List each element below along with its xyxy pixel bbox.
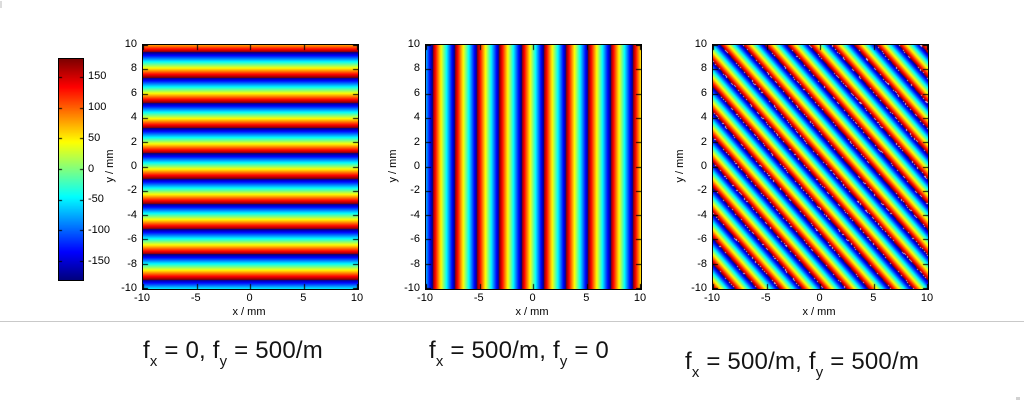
separator-line xyxy=(0,321,1024,322)
heatmap-fx500-fy500 xyxy=(712,44,929,290)
x-tick-label: 0 xyxy=(529,292,536,304)
y-tick-label: 4 xyxy=(130,111,137,124)
y-tick-label: 8 xyxy=(700,62,707,75)
caption-plot2: fx = 500/m, fy = 0 xyxy=(429,337,609,370)
heatmap-fx500-fy0 xyxy=(425,44,642,290)
y-tick-label: 6 xyxy=(700,86,707,99)
caption-text: = 500/m xyxy=(227,337,323,364)
y-tick-label: 0 xyxy=(130,160,137,172)
x-axis-label: x / mm xyxy=(802,306,836,318)
caption-text: f xyxy=(429,337,436,364)
y-tick-label: -10 xyxy=(404,282,420,294)
colorbar xyxy=(58,58,84,281)
caption-subscript: y xyxy=(219,353,228,370)
caption-text: = 500/m xyxy=(823,348,920,375)
y-tick-label: -8 xyxy=(410,257,420,270)
x-axis-label: x / mm xyxy=(232,306,266,318)
y-tick-label: 4 xyxy=(700,111,707,124)
caption-text: = 0 xyxy=(567,337,609,364)
y-tick-label: -10 xyxy=(691,282,707,294)
y-tick-label: -8 xyxy=(697,257,707,270)
scan-artifact-bottomright xyxy=(1016,397,1020,400)
heatmap-fx0-fy500 xyxy=(142,44,359,290)
y-tick-label: 10 xyxy=(124,38,137,50)
x-tick-label: -5 xyxy=(473,292,484,304)
x-tick-label: -10 xyxy=(417,292,433,304)
x-tick-label: 0 xyxy=(246,292,253,304)
y-tick-label: -6 xyxy=(127,233,137,246)
x-tick-label: 10 xyxy=(350,292,364,304)
caption-text: f xyxy=(808,348,816,375)
y-tick-label: -2 xyxy=(410,184,420,197)
caption-text: = 0, xyxy=(157,337,213,364)
x-tick-label: -5 xyxy=(190,292,201,304)
x-tick-label: 5 xyxy=(300,292,307,304)
colorbar-tick-label: 100 xyxy=(88,101,107,114)
y-tick-label: 6 xyxy=(413,86,420,99)
caption-text: f xyxy=(143,337,150,364)
y-tick-label: 2 xyxy=(413,135,420,148)
y-tick-label: -4 xyxy=(697,208,707,221)
y-tick-label: 8 xyxy=(130,62,137,75)
x-tick-label: 10 xyxy=(633,292,647,304)
caption-subscript: x xyxy=(691,364,700,381)
y-tick-label: 2 xyxy=(700,135,707,148)
caption-subscript: y xyxy=(559,353,568,370)
x-tick-label: -10 xyxy=(704,292,720,304)
caption-plot3: fx = 500/m, fy = 500/m xyxy=(684,348,920,381)
x-tick-label: 5 xyxy=(583,292,590,304)
x-tick-label: -10 xyxy=(134,292,150,304)
caption-subscript: x xyxy=(435,353,444,370)
y-tick-label: 8 xyxy=(413,62,420,75)
y-tick-label: -6 xyxy=(410,233,420,246)
y-tick-label: -8 xyxy=(127,257,137,270)
x-tick-label: 10 xyxy=(920,292,934,304)
x-tick-label: 5 xyxy=(870,292,877,304)
caption-text: f xyxy=(684,348,692,375)
y-tick-label: 6 xyxy=(130,86,137,99)
y-tick-label: 10 xyxy=(407,38,420,50)
y-tick-label: -6 xyxy=(697,233,707,246)
caption-subscript: x xyxy=(149,353,158,370)
colorbar-tick-label: 50 xyxy=(88,131,101,144)
caption-text: f xyxy=(212,337,220,364)
caption-text: f xyxy=(552,337,560,364)
colorbar-tick-label: 0 xyxy=(88,162,95,175)
y-tick-label: -4 xyxy=(127,208,137,221)
y-tick-label: 4 xyxy=(413,111,420,124)
y-tick-label: 0 xyxy=(700,160,707,172)
caption-text: = 500/m, xyxy=(699,348,809,375)
y-tick-label: 0 xyxy=(413,160,420,172)
scan-artifact-topleft xyxy=(0,1,2,8)
colorbar-tick-label: -50 xyxy=(88,193,104,206)
y-tick-label: -10 xyxy=(121,282,137,294)
x-axis-label: x / mm xyxy=(515,306,549,318)
colorbar-tick-label: 150 xyxy=(88,70,107,83)
colorbar-tick-label: -150 xyxy=(88,254,111,267)
x-tick-label: 0 xyxy=(816,292,823,304)
x-tick-label: -5 xyxy=(760,292,771,304)
colorbar-tick-label: -100 xyxy=(88,223,111,236)
y-tick-label: 10 xyxy=(694,38,707,50)
y-tick-label: -2 xyxy=(127,184,137,197)
caption-text: = 500/m, xyxy=(443,337,553,364)
y-tick-label: -2 xyxy=(697,184,707,197)
y-tick-label: 2 xyxy=(130,135,137,148)
y-tick-label: -4 xyxy=(410,208,420,221)
caption-subscript: y xyxy=(815,364,824,381)
caption-plot1: fx = 0, fy = 500/m xyxy=(143,337,323,370)
